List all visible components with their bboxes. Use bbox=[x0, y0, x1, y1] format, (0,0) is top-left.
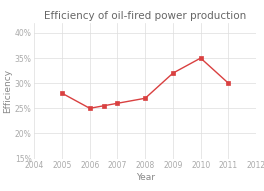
X-axis label: Year: Year bbox=[136, 173, 155, 182]
Y-axis label: Efficiency: Efficiency bbox=[3, 69, 12, 113]
Title: Efficiency of oil-fired power production: Efficiency of oil-fired power production bbox=[44, 11, 246, 21]
